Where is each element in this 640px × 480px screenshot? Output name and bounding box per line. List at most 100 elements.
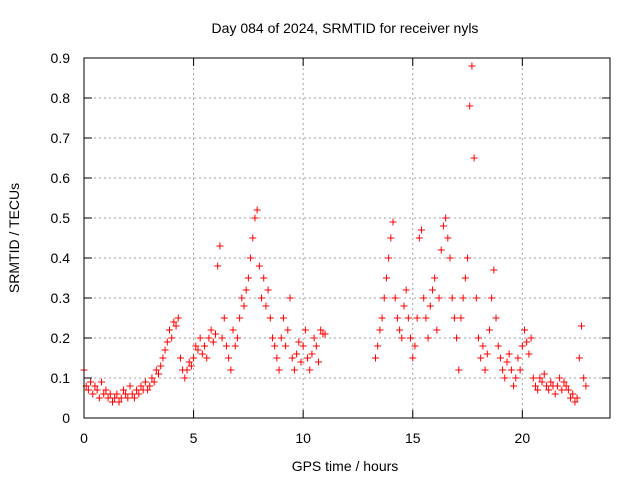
y-tick-label: 0.7 [51, 130, 71, 146]
data-point [95, 394, 103, 402]
data-point [461, 274, 469, 282]
data-point [501, 374, 509, 382]
data-point [229, 326, 237, 334]
data-point [172, 322, 180, 330]
data-point [569, 390, 577, 398]
data-point [310, 334, 318, 342]
data-point [102, 386, 110, 394]
data-point [115, 398, 123, 406]
data-point [393, 314, 401, 322]
data-point [433, 326, 441, 334]
data-point [236, 314, 244, 322]
data-point [503, 358, 511, 366]
data-point [413, 314, 421, 322]
data-point [233, 334, 241, 342]
data-points [80, 62, 590, 406]
data-point [220, 314, 228, 322]
data-point [457, 314, 465, 322]
data-point [378, 314, 386, 322]
data-point [464, 254, 472, 262]
data-point [529, 374, 537, 382]
data-point [297, 358, 305, 366]
data-point [512, 374, 520, 382]
data-point [225, 354, 233, 362]
data-point [415, 234, 423, 242]
data-point [293, 350, 301, 358]
data-point [194, 346, 202, 354]
data-point [556, 374, 564, 382]
data-point [141, 378, 149, 386]
data-point [242, 286, 250, 294]
data-point [562, 382, 570, 390]
data-point [84, 386, 92, 394]
data-point [490, 266, 498, 274]
data-point [185, 358, 193, 366]
data-point [545, 386, 553, 394]
data-point [479, 342, 487, 350]
data-point [521, 326, 529, 334]
data-point [317, 326, 325, 334]
data-point [155, 370, 163, 378]
data-point [271, 342, 279, 350]
data-point [534, 386, 542, 394]
data-point [475, 334, 482, 342]
data-point [216, 242, 224, 250]
data-point [108, 398, 116, 406]
data-point [312, 342, 320, 350]
data-point [518, 342, 526, 350]
data-point [523, 338, 531, 346]
y-axis-label: SRMTID / TECUs [6, 183, 22, 293]
data-point [505, 350, 513, 358]
data-point [435, 294, 443, 302]
plot-frame [83, 57, 611, 419]
data-point [218, 334, 226, 342]
data-point [536, 374, 544, 382]
data-point [514, 354, 522, 362]
data-point [446, 254, 454, 262]
data-point [205, 334, 213, 342]
data-point [240, 302, 248, 310]
data-point [201, 342, 209, 350]
data-point [187, 362, 195, 370]
y-tick-label: 0 [62, 410, 70, 426]
data-point [472, 294, 480, 302]
data-point [542, 382, 550, 390]
data-point [578, 322, 586, 330]
data-point [411, 342, 419, 350]
data-point [130, 394, 138, 402]
data-point [209, 338, 217, 346]
data-point [290, 366, 298, 374]
data-point [264, 286, 272, 294]
y-tick-label: 0.6 [51, 170, 71, 186]
data-point [135, 390, 143, 398]
data-point [468, 62, 476, 70]
data-point [304, 354, 312, 362]
data-point [418, 226, 426, 234]
data-point [450, 314, 458, 322]
data-point [531, 382, 539, 390]
data-point [558, 386, 566, 394]
data-point [279, 314, 287, 322]
data-point [159, 354, 167, 362]
data-point [144, 386, 152, 394]
data-point [448, 294, 456, 302]
data-point [106, 390, 114, 398]
y-tick-label: 0.9 [51, 50, 71, 66]
data-point [117, 394, 125, 402]
data-point [299, 342, 307, 350]
data-point [499, 366, 507, 374]
data-point [192, 342, 200, 350]
data-point [275, 366, 283, 374]
data-point [485, 326, 493, 334]
data-point [93, 386, 101, 394]
data-point [371, 354, 379, 362]
data-point [564, 386, 572, 394]
data-point [516, 366, 524, 374]
data-point [222, 342, 230, 350]
chart-title: Day 084 of 2024, SRMTID for receiver nyl… [212, 20, 479, 36]
data-point [113, 390, 121, 398]
data-point [284, 326, 292, 334]
data-point [238, 294, 246, 302]
data-point [494, 342, 502, 350]
data-point [481, 366, 489, 374]
